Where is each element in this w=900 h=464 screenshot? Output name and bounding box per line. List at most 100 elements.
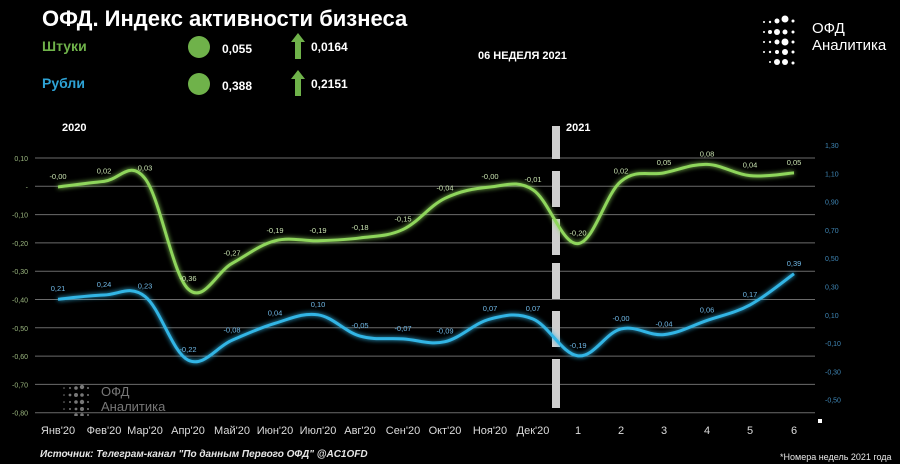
- left-tick: -0,30: [12, 269, 28, 276]
- data-label: -0,00: [49, 172, 66, 181]
- arrow-up-icon: [291, 33, 305, 59]
- logo-line1: ОФД: [812, 20, 845, 37]
- left-tick: -0,10: [12, 213, 28, 220]
- x-tick: 2: [618, 425, 624, 437]
- x-tick: Апр'20: [171, 425, 205, 437]
- logo-line2: Аналитика: [812, 37, 887, 54]
- right-tick: 0,30: [825, 285, 839, 292]
- data-label: -0,01: [524, 175, 541, 184]
- right-tick: -0,30: [825, 369, 841, 376]
- divider-segment: [552, 359, 560, 408]
- legend-label-units: Штуки: [42, 38, 87, 54]
- x-tick: 4: [704, 425, 710, 437]
- left-tick: -0,20: [12, 241, 28, 248]
- x-tick: Ноя'20: [473, 425, 507, 437]
- x-tick: Мар'20: [127, 425, 163, 437]
- data-label: 0,04: [268, 308, 283, 317]
- series-rubles-line: [57, 272, 795, 364]
- right-axis: 1,30 1,10 0,90 0,70 0,50 0,30 0,10 -0,10 -0,30 -0…: [825, 143, 841, 405]
- x-tick: 6: [791, 425, 797, 437]
- left-axis: 0,10 - -0,10 -0,20 -0,30 -0,40 -0,50 -0,60 -0,70…: [12, 156, 29, 418]
- divider-segment: [552, 171, 560, 207]
- right-tick: 0,50: [825, 256, 839, 263]
- series-units-line: [57, 162, 795, 295]
- right-tick: 1,10: [825, 171, 839, 178]
- data-label: -0,07: [394, 324, 411, 333]
- left-tick: -0,80: [12, 411, 28, 418]
- right-tick: 0,10: [825, 313, 839, 320]
- data-label: 0,04: [743, 161, 758, 170]
- x-tick: Июн'20: [257, 425, 294, 437]
- data-label: -0,19: [266, 226, 283, 235]
- x-tick: Фев'20: [87, 425, 122, 437]
- data-label: 0,24: [97, 280, 112, 289]
- legend-change-rubles: 0,2151: [311, 77, 348, 91]
- data-label: -0,00: [612, 314, 629, 323]
- data-label: -0,00: [481, 172, 498, 181]
- data-label: -0,20: [569, 229, 586, 238]
- data-label: -0,19: [309, 226, 326, 235]
- x-tick: Сен'20: [386, 425, 420, 437]
- right-tick: 1,30: [825, 143, 839, 150]
- data-label: 0,02: [97, 166, 112, 175]
- legend-value-rubles: 0,388: [222, 79, 253, 93]
- data-label: 0,07: [526, 304, 541, 313]
- x-tick: Авг'20: [344, 425, 376, 437]
- data-label: -0,22: [179, 345, 196, 354]
- watermark-logo-icon: [63, 384, 89, 416]
- data-label: 0,06: [700, 305, 715, 314]
- status-dot-icon: [188, 36, 210, 58]
- data-label: 0,07: [483, 304, 498, 313]
- right-tick: 0,90: [825, 200, 839, 207]
- data-label: -0,04: [655, 320, 672, 329]
- left-tick: -0,60: [12, 354, 28, 361]
- data-label: -0,18: [351, 223, 368, 232]
- year-label-2021: 2021: [566, 122, 591, 134]
- x-axis: Янв'20 Фев'20 Мар'20 Апр'20 Май'20 Июн'20 Июл'…: [41, 425, 797, 437]
- x-tick: Дек'20: [517, 425, 550, 437]
- x-tick: 1: [575, 425, 581, 437]
- data-label: 0,39: [787, 259, 802, 268]
- left-tick: -: [26, 184, 29, 191]
- legend-value-units: 0,055: [222, 42, 253, 56]
- data-label: 0,21: [51, 284, 66, 293]
- left-tick: -0,40: [12, 298, 28, 305]
- x-tick: 3: [661, 425, 667, 437]
- data-label: -0,09: [436, 327, 453, 336]
- divider-segment: [552, 219, 560, 255]
- footnote: *Номера недель 2021 года: [780, 452, 892, 462]
- footnote-marker-icon: [818, 419, 822, 423]
- watermark-text: ОФД Аналитика: [101, 384, 165, 414]
- left-tick: -0,50: [12, 326, 28, 333]
- divider-segment: [552, 311, 560, 347]
- data-label: -0,36: [179, 274, 196, 283]
- data-label: 0,08: [700, 149, 715, 158]
- x-tick: 5: [747, 425, 753, 437]
- data-label: 0,03: [138, 164, 153, 173]
- data-label: 0,10: [311, 300, 326, 309]
- data-label: 0,05: [657, 158, 672, 167]
- divider-segment: [552, 126, 560, 159]
- logo-text: ОФД Аналитика: [812, 20, 886, 54]
- data-label: -0,15: [394, 214, 411, 223]
- data-label: -0,27: [223, 248, 240, 257]
- arrow-up-icon: [291, 70, 305, 96]
- data-label: 0,23: [138, 281, 153, 290]
- x-tick: Май'20: [214, 425, 250, 437]
- left-tick: 0,10: [14, 156, 28, 163]
- data-label: 0,05: [787, 158, 802, 167]
- left-tick: -0,70: [12, 382, 28, 389]
- gridlines: [35, 157, 815, 414]
- right-tick: 0,70: [825, 228, 839, 235]
- year-divider: [552, 126, 560, 408]
- week-label: 06 НЕДЕЛЯ 2021: [478, 50, 567, 62]
- watermark-line2: Аналитика: [101, 399, 166, 414]
- series: -0,00 0,02 0,03 -0,36 -0,27 -0,19 -0,19 -0,18 -0…: [49, 149, 802, 364]
- page-title: ОФД. Индекс активности бизнеса: [42, 6, 408, 31]
- data-label: -0,05: [351, 321, 368, 330]
- data-label: 0,02: [614, 166, 629, 175]
- right-tick: -0,10: [825, 341, 841, 348]
- watermark-line1: ОФД: [101, 384, 130, 399]
- data-label: -0,19: [569, 341, 586, 350]
